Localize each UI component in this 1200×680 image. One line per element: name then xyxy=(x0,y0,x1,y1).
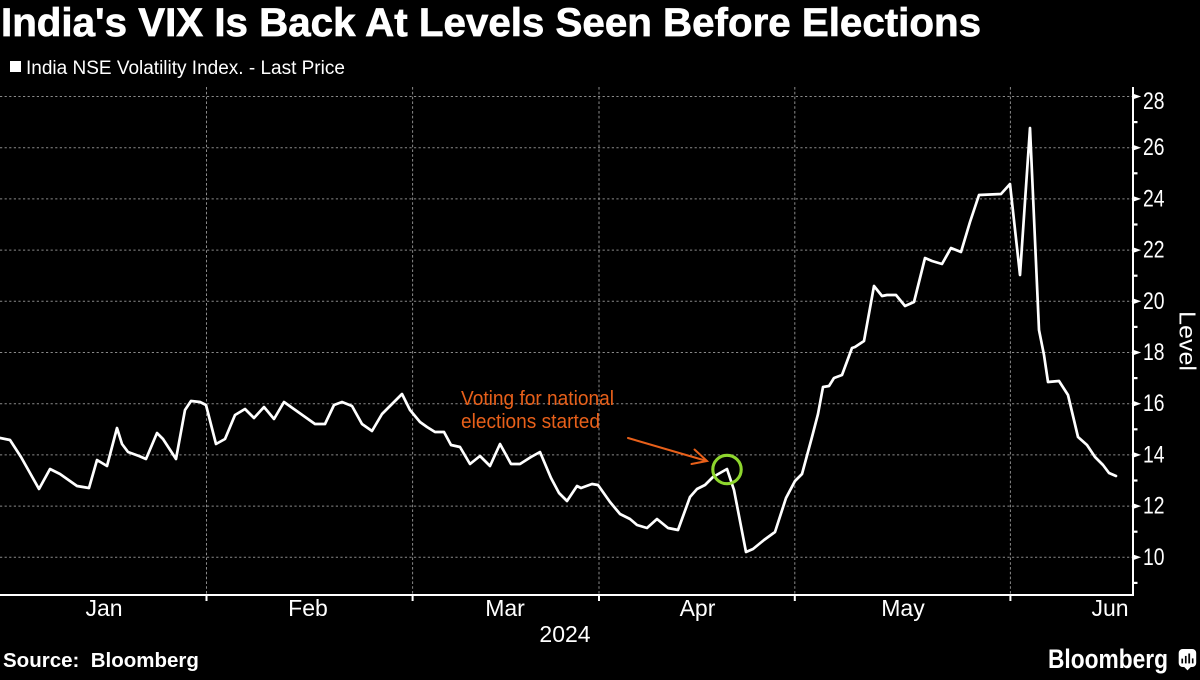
svg-text:Source: Bloomberg: Source: Bloomberg xyxy=(3,649,199,672)
svg-text:22: 22 xyxy=(1143,237,1165,264)
svg-text:28: 28 xyxy=(1143,88,1165,115)
svg-text:May: May xyxy=(881,595,925,621)
svg-text:26: 26 xyxy=(1143,134,1165,161)
svg-text:Bloomberg: Bloomberg xyxy=(1048,644,1168,674)
svg-text:India's VIX Is Back At Levels: India's VIX Is Back At Levels Seen Befor… xyxy=(1,1,981,45)
svg-text:Jan: Jan xyxy=(85,595,122,621)
svg-text:16: 16 xyxy=(1143,390,1165,417)
svg-text:12: 12 xyxy=(1143,493,1165,520)
svg-text:Level: Level xyxy=(1175,311,1200,371)
svg-text:Feb: Feb xyxy=(288,595,328,621)
svg-text:elections started: elections started xyxy=(461,411,600,433)
svg-text:India NSE Volatility Index. -: India NSE Volatility Index. - Last Price xyxy=(26,58,345,79)
svg-text:10: 10 xyxy=(1143,544,1165,571)
svg-text:14: 14 xyxy=(1143,441,1165,468)
svg-text:Jun: Jun xyxy=(1091,595,1128,621)
svg-text:18: 18 xyxy=(1143,339,1165,366)
svg-text:Voting for national: Voting for national xyxy=(461,388,614,410)
svg-text:Mar: Mar xyxy=(485,595,525,621)
svg-text:Apr: Apr xyxy=(680,595,716,621)
svg-text:24: 24 xyxy=(1143,185,1165,212)
svg-text:2024: 2024 xyxy=(539,621,590,647)
svg-text:20: 20 xyxy=(1143,288,1165,315)
